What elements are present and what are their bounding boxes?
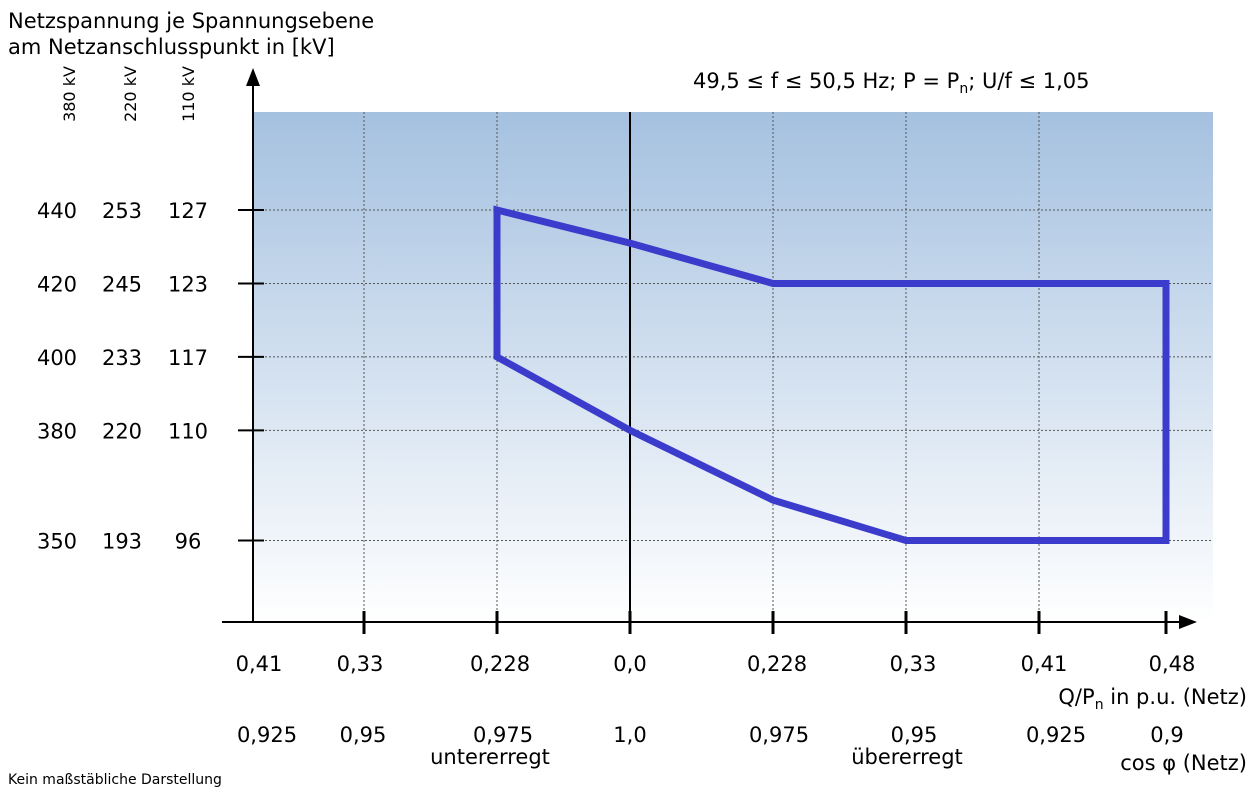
y-tick-label: 350 (37, 529, 77, 553)
cosphi-tick-label: 0,975 (473, 723, 533, 747)
y-tick-label: 245 (102, 272, 142, 296)
y-axis-arrow (246, 68, 260, 86)
q-tick-label: 0,48 (1149, 652, 1196, 676)
condition-annotation: 49,5 ≤ f ≤ 50,5 Hz; P = Pn; U/f ≤ 1,05 (693, 69, 1090, 97)
q-tick-label: 0,228 (747, 652, 807, 676)
operating-polygon (493, 205, 1170, 544)
x2-axis-label: cos φ (Netz) (1120, 751, 1247, 775)
voltage-level-header: 220 kV (121, 66, 140, 122)
chart-title-line1: Netzspannung je Spannungsebene (8, 9, 374, 33)
chart-title: Netzspannung je Spannungsebene am Netzan… (8, 9, 374, 59)
q-tick-label: 0,33 (337, 652, 384, 676)
y-tick-label: 380 (37, 419, 77, 443)
cosphi-tick-label: 0,975 (749, 723, 809, 747)
q-tick-label: 0,33 (890, 652, 937, 676)
y-tick-label: 220 (102, 419, 142, 443)
x-axis-arrow (1179, 615, 1197, 629)
q-tick-label: 0,41 (236, 652, 283, 676)
x-axis-label: Q/Pn in p.u. (Netz) (1058, 685, 1247, 713)
y-tick-label: 193 (102, 529, 142, 553)
voltage-level-header: 110 kV (179, 66, 198, 122)
y-tick-label: 420 (37, 272, 77, 296)
q-tick-label: 0,41 (1021, 652, 1068, 676)
cosphi-tick-label: 1,0 (613, 723, 646, 747)
chart-title-line2: am Netzanschlusspunkt in [kV] (8, 35, 335, 59)
y-tick-label: 110 (168, 419, 208, 443)
cosphi-tick-label: 0,925 (237, 723, 297, 747)
cosphi-tick-label: 0,95 (340, 723, 387, 747)
y-tick-labels: 440 253 127 420 245 123 400 233 117 380 220 110 350 1… (37, 199, 208, 553)
cosphi-tick-label: 0,9 (1150, 723, 1183, 747)
voltage-level-header: 380 kV (60, 66, 79, 122)
y-tick-label: 127 (168, 199, 208, 223)
y-tick-label: 123 (168, 272, 208, 296)
q-tick-label: 0,0 (613, 652, 646, 676)
footnote: Kein maßstäbliche Darstellung (8, 772, 222, 788)
operating-range-outline (493, 205, 1170, 544)
plot-background (253, 112, 1213, 622)
cosphi-tick-label: 0,925 (1026, 723, 1086, 747)
y-tick-label: 440 (37, 199, 77, 223)
y-tick-label: 117 (168, 346, 208, 370)
cosphi-tick-label: 0,95 (891, 723, 938, 747)
y-tick-label: 96 (175, 529, 202, 553)
y-tick-label: 253 (102, 199, 142, 223)
region-label-left: untererregt (430, 745, 550, 769)
region-label-right: übererregt (851, 745, 963, 769)
y-tick-label: 400 (37, 346, 77, 370)
axes (222, 68, 1197, 634)
x-tick-labels: 0,41 0,925 0,33 0,95 0,228 0,975 0,0 1,0 0,228 0,… (236, 652, 1196, 747)
y-tick-label: 233 (102, 346, 142, 370)
q-tick-label: 0,228 (470, 652, 530, 676)
voltage-level-headers: 380 kV 220 kV 110 kV (60, 66, 198, 122)
